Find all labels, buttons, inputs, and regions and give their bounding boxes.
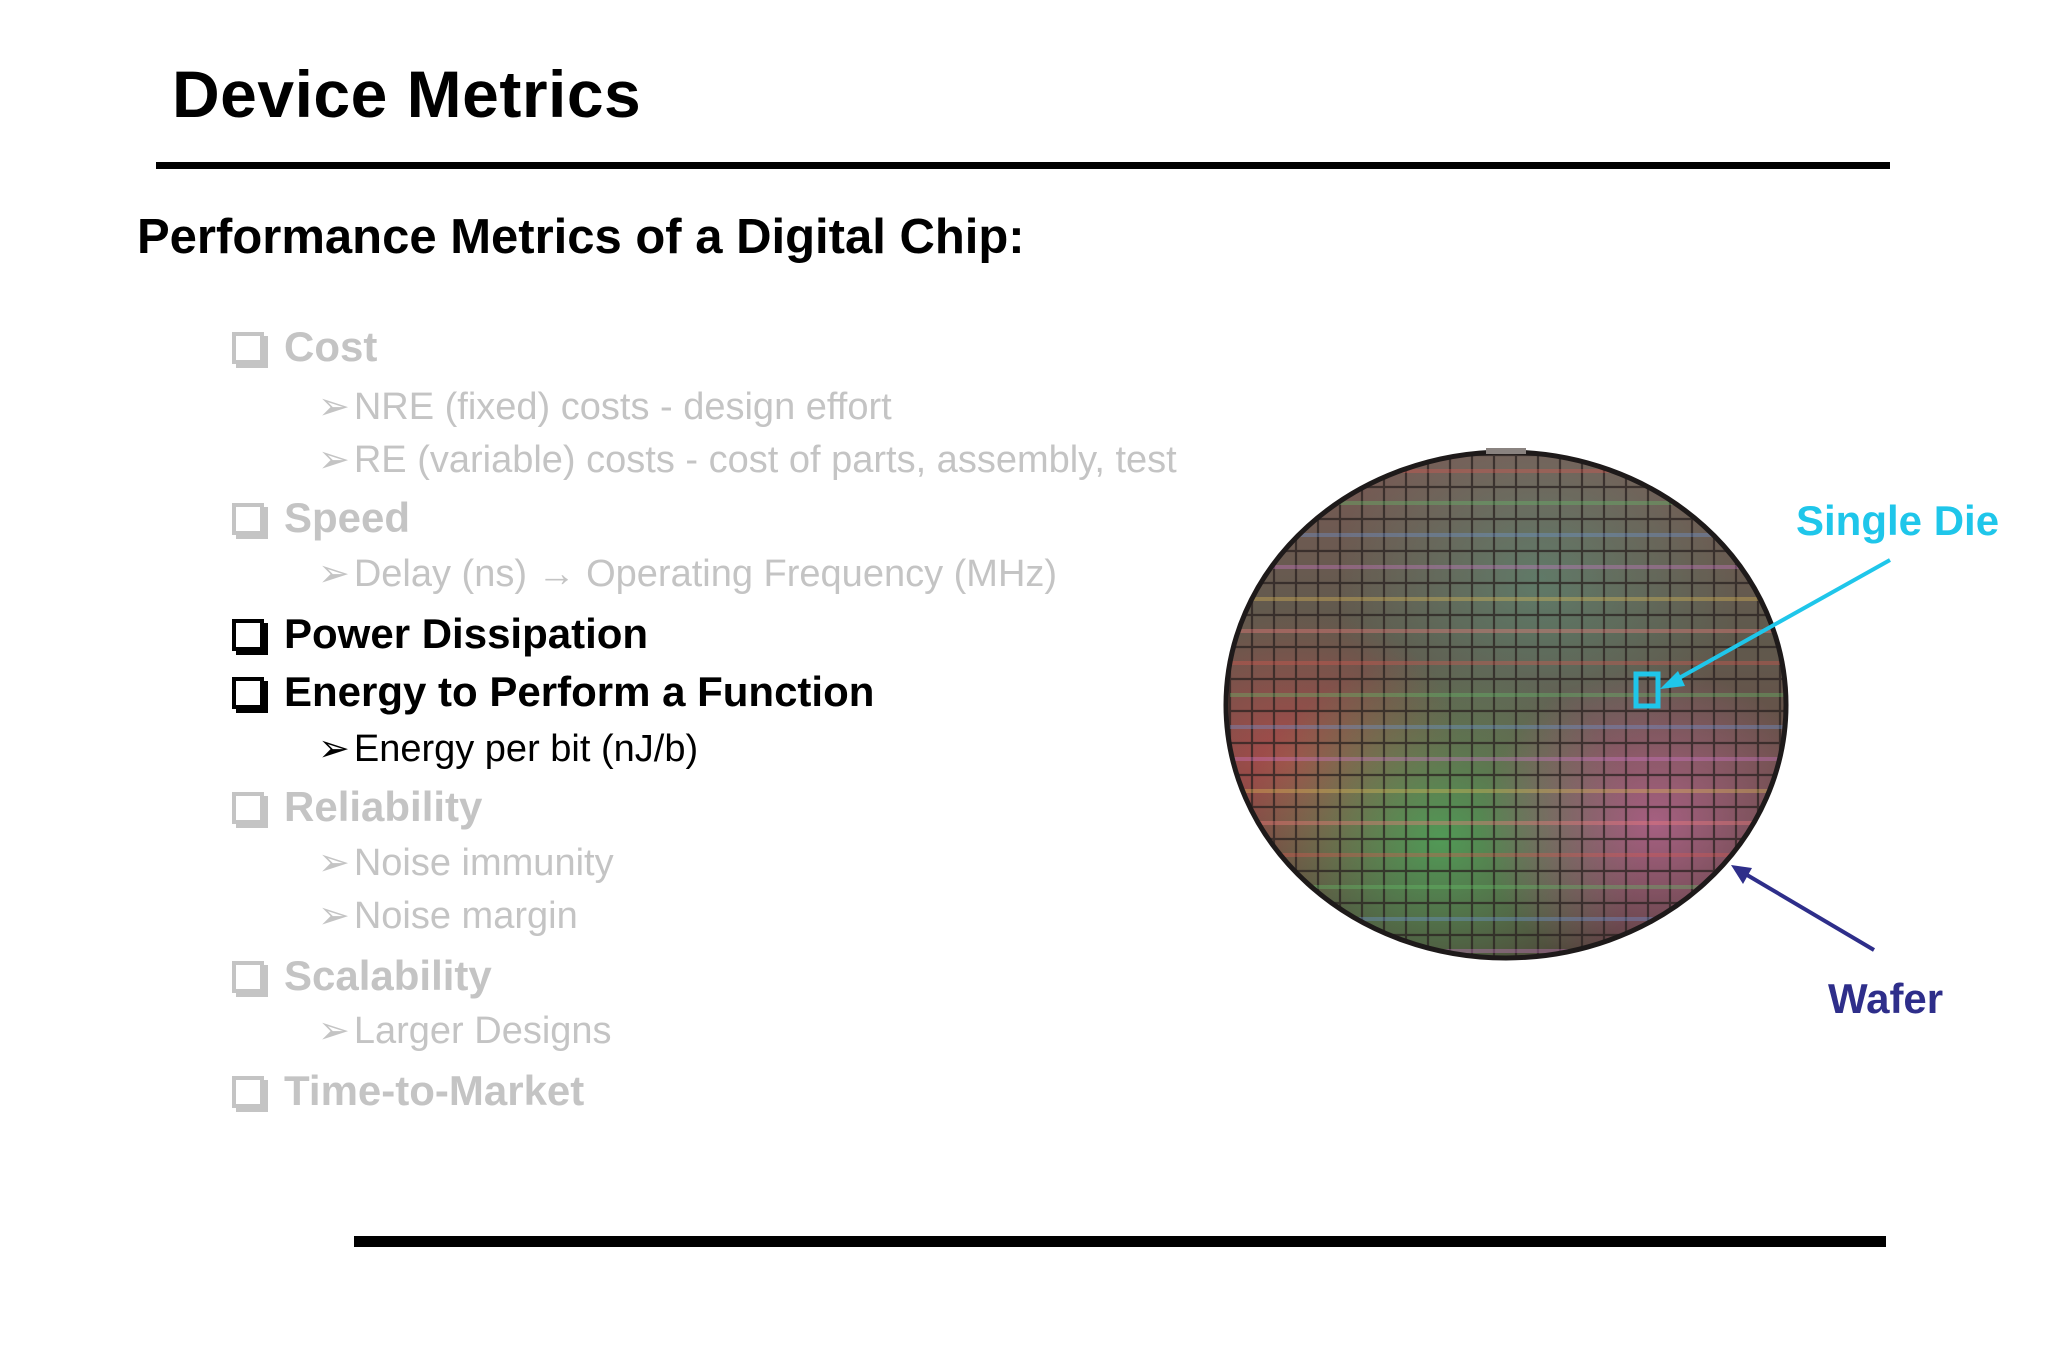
outline-item-text: Larger Designs	[353, 1010, 612, 1052]
outline-item-text: RE (variable) costs - cost of parts, ass…	[353, 439, 1177, 481]
wafer-arrowhead-icon	[1731, 865, 1752, 884]
slide-title: Device Metrics	[172, 57, 642, 131]
slide-subtitle: Performance Metrics of a Digital Chip:	[137, 210, 1025, 264]
outline-item-text: NRE (fixed) costs - design effort	[353, 386, 892, 428]
checkbox-square-icon	[232, 961, 264, 993]
outline-item-text: Noise immunity	[353, 842, 614, 884]
metrics-outline: Cost ➢ NRE (fixed) costs - design effort …	[232, 326, 1177, 1112]
outline-item-text: Cost	[284, 323, 378, 370]
outline-subitem-larger-designs: ➢ Larger Designs	[318, 1012, 612, 1050]
checkbox-square-icon	[232, 1076, 264, 1108]
footer-divider	[354, 1236, 1886, 1247]
wafer-flat-notch	[1486, 448, 1526, 454]
outline-item-speed: Speed	[232, 497, 410, 539]
arrowhead-icon: ➢	[318, 842, 350, 884]
wafer-illustration	[1223, 448, 1891, 961]
single-die-highlight	[1633, 671, 1661, 709]
outline-item-time-to-market: Time-to-Market	[232, 1070, 584, 1112]
outline-subitem-noise-margin: ➢ Noise margin	[318, 897, 578, 935]
arrowhead-icon: ➢	[318, 1010, 350, 1052]
checkbox-square-icon	[232, 619, 264, 651]
outline-item-text: Speed	[284, 494, 411, 541]
outline-item-energy: Energy to Perform a Function	[232, 671, 874, 713]
title-divider	[156, 162, 1890, 169]
wafer-label: Wafer	[1828, 975, 1944, 1022]
checkbox-square-icon	[232, 503, 264, 535]
checkbox-square-icon	[232, 677, 264, 709]
checkbox-square-icon	[232, 792, 264, 824]
outline-item-text: Noise margin	[353, 895, 578, 937]
outline-subitem-delay: ➢ Delay (ns) → Operating Frequency (MHz)	[318, 555, 1057, 593]
checkbox-square-icon	[232, 332, 264, 364]
outline-item-cost: Cost	[232, 326, 377, 368]
single-die-arrowhead-icon	[1660, 671, 1685, 689]
outline-subitem-re: ➢ RE (variable) costs - cost of parts, as…	[318, 441, 1177, 479]
single-die-pointer	[1671, 558, 1891, 684]
outline-item-text: Energy per bit (nJ/b)	[353, 728, 699, 770]
wafer-figure: Single Die Wafer	[1180, 420, 2040, 1060]
arrowhead-icon: ➢	[318, 728, 350, 770]
outline-item-text: Time-to-Market	[284, 1067, 585, 1114]
arrowhead-icon: ➢	[318, 439, 350, 481]
arrowhead-icon: ➢	[318, 386, 350, 428]
outline-subitem-noise-immunity: ➢ Noise immunity	[318, 844, 614, 882]
outline-item-text: Delay (ns) → Operating Frequency (MHz)	[353, 553, 1058, 595]
single-die-label: Single Die	[1796, 497, 2000, 544]
outline-item-text: Reliability	[284, 783, 483, 830]
outline-subitem-nre: ➢ NRE (fixed) costs - design effort	[318, 388, 892, 426]
outline-item-scalability: Scalability	[232, 955, 492, 997]
outline-item-reliability: Reliability	[232, 786, 482, 828]
outline-subitem-energy-per-bit: ➢ Energy per bit (nJ/b)	[318, 730, 698, 768]
wafer-surface	[1226, 452, 1786, 958]
arrowhead-icon: ➢	[318, 895, 350, 937]
wafer-pointer	[1740, 870, 1876, 952]
outline-item-power: Power Dissipation	[232, 613, 648, 655]
outline-item-text: Energy to Perform a Function	[284, 668, 875, 715]
arrowhead-icon: ➢	[318, 553, 350, 595]
outline-item-text: Scalability	[284, 952, 492, 999]
outline-item-text: Power Dissipation	[284, 610, 649, 657]
